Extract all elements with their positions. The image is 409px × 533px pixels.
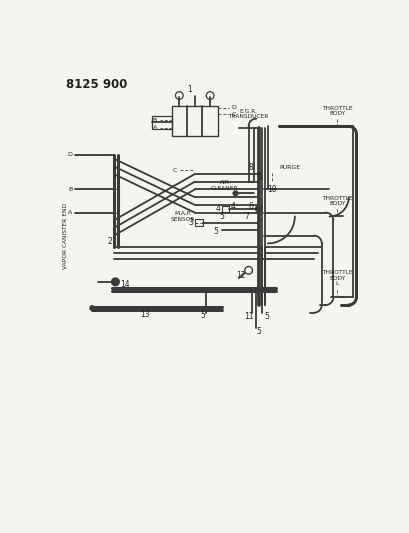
Text: M.A.P.
SENSOR: M.A.P. SENSOR	[171, 211, 195, 222]
Text: THROTTLE
BODY: THROTTLE BODY	[321, 196, 352, 206]
Text: A: A	[153, 125, 157, 131]
Text: 4: 4	[230, 202, 235, 211]
Text: 5: 5	[200, 311, 205, 320]
Text: 5: 5	[219, 212, 224, 221]
Text: 7: 7	[244, 212, 249, 221]
Text: C: C	[231, 111, 236, 117]
Text: THROTTLE
BODY
L: THROTTLE BODY L	[321, 270, 352, 286]
Text: 13: 13	[139, 311, 149, 319]
Bar	[152, 116, 171, 130]
Text: VAPOR CANISTER END: VAPOR CANISTER END	[63, 203, 68, 269]
Text: A: A	[68, 210, 72, 215]
Bar	[171, 106, 217, 135]
Text: 4: 4	[215, 204, 220, 213]
Circle shape	[111, 278, 119, 286]
Text: 5: 5	[263, 312, 268, 321]
Text: B: B	[68, 187, 72, 192]
Text: D: D	[67, 152, 72, 157]
Text: 6: 6	[248, 202, 253, 211]
Bar	[195, 220, 203, 225]
Text: B: B	[153, 118, 157, 123]
Text: 5: 5	[256, 327, 261, 336]
Text: E.G.R.
TRANSDUCER: E.G.R. TRANSDUCER	[228, 109, 268, 119]
Text: C: C	[172, 168, 177, 173]
Text: 11: 11	[243, 312, 253, 321]
Text: 8: 8	[248, 164, 253, 172]
Text: AIR
CLEANER: AIR CLEANER	[211, 180, 238, 191]
Text: 2: 2	[108, 237, 112, 246]
Text: 10: 10	[266, 185, 276, 194]
Text: D: D	[231, 106, 236, 110]
Circle shape	[255, 206, 261, 212]
Circle shape	[233, 191, 237, 196]
Bar	[221, 206, 229, 212]
Text: 3: 3	[188, 218, 193, 227]
Text: 9: 9	[257, 173, 262, 182]
Text: THROTTLE
BODY: THROTTLE BODY	[321, 106, 352, 116]
Text: 8125 900: 8125 900	[66, 78, 127, 91]
Text: 12: 12	[236, 271, 245, 280]
Text: 1: 1	[187, 85, 191, 94]
Text: 14: 14	[120, 280, 129, 289]
Text: 5: 5	[212, 227, 217, 236]
Text: PURGE: PURGE	[279, 165, 300, 171]
